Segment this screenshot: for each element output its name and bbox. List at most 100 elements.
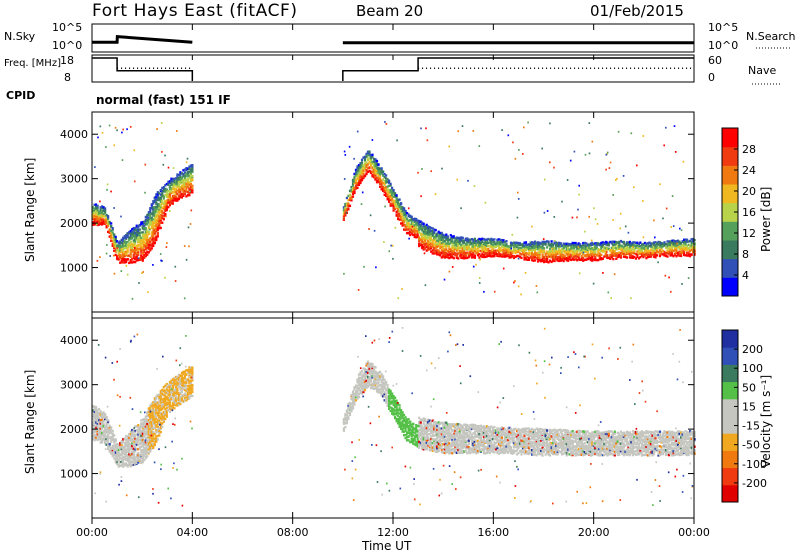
heat-cell bbox=[542, 253, 544, 255]
heat-noise bbox=[552, 248, 554, 250]
heat-noise bbox=[113, 144, 115, 146]
heat-noise bbox=[398, 297, 400, 299]
heat-cell bbox=[448, 246, 450, 248]
heat-noise bbox=[161, 151, 163, 153]
heat-noise bbox=[537, 292, 539, 294]
heat-cell bbox=[371, 154, 373, 156]
heat-noise bbox=[134, 181, 136, 183]
heat-noise bbox=[662, 218, 664, 220]
heat-noise bbox=[578, 194, 580, 196]
heat-cell bbox=[142, 461, 144, 463]
heat-cell bbox=[191, 388, 193, 390]
heat-noise bbox=[106, 253, 108, 255]
heat-noise bbox=[175, 280, 177, 282]
heat-noise bbox=[99, 256, 101, 258]
heat-noise bbox=[460, 207, 462, 209]
power-ylabel: Slant Range [km] bbox=[23, 158, 37, 262]
heat-noise bbox=[574, 151, 576, 153]
heat-cell bbox=[106, 424, 108, 426]
colorbar-swatch bbox=[722, 147, 738, 166]
heat-noise bbox=[144, 192, 146, 194]
noise-series bbox=[92, 37, 694, 43]
heat-noise bbox=[632, 246, 634, 248]
heat-cell bbox=[385, 381, 387, 383]
heat-noise bbox=[395, 227, 397, 229]
heat-noise bbox=[610, 297, 612, 299]
heat-cell bbox=[191, 185, 193, 187]
heat-cell bbox=[118, 451, 120, 453]
heat-noise bbox=[374, 230, 376, 232]
heat-cell bbox=[438, 249, 440, 251]
heat-cell bbox=[453, 235, 455, 237]
heat-noise bbox=[168, 167, 170, 169]
heat-noise bbox=[430, 170, 432, 172]
heat-noise bbox=[163, 164, 165, 166]
heat-cell bbox=[349, 205, 351, 207]
heat-noise bbox=[643, 135, 645, 137]
heat-noise bbox=[99, 201, 101, 203]
heat-cell bbox=[139, 234, 141, 236]
heat-noise bbox=[456, 179, 458, 181]
heat-noise bbox=[473, 266, 475, 268]
heat-cell bbox=[400, 409, 402, 411]
heat-noise bbox=[479, 282, 481, 284]
heat-noise bbox=[593, 207, 595, 209]
heat-cell bbox=[161, 426, 163, 428]
heat-noise bbox=[625, 226, 627, 228]
heat-cell bbox=[352, 405, 354, 407]
heat-cell bbox=[169, 402, 171, 404]
heat-noise bbox=[134, 247, 136, 249]
heat-noise bbox=[536, 285, 538, 287]
heat-cell bbox=[184, 192, 186, 194]
heat-noise bbox=[452, 266, 454, 268]
heat-noise bbox=[672, 195, 674, 197]
heat-cell bbox=[393, 189, 395, 191]
heat-cell bbox=[381, 373, 383, 375]
heat-noise bbox=[164, 155, 166, 157]
heat-noise bbox=[107, 184, 109, 186]
heat-noise bbox=[127, 274, 129, 276]
heat-noise bbox=[636, 165, 638, 167]
heat-noise bbox=[166, 242, 168, 244]
heat-cell bbox=[134, 243, 136, 245]
heat-noise bbox=[549, 123, 551, 125]
heat-noise bbox=[522, 153, 524, 155]
heat-cell bbox=[157, 232, 159, 234]
heat-noise bbox=[383, 241, 385, 243]
heat-noise bbox=[113, 207, 115, 209]
heat-noise bbox=[670, 226, 672, 228]
heat-cell bbox=[191, 391, 193, 393]
heat-noise bbox=[175, 196, 177, 198]
heat-noise bbox=[99, 215, 101, 217]
heat-noise bbox=[344, 178, 346, 180]
heat-noise bbox=[462, 125, 464, 127]
heat-noise bbox=[386, 123, 388, 125]
heat-cell bbox=[130, 256, 132, 258]
noise-panel: N.Sky 10^5 10^0 10^5 10^0 N.Search bbox=[4, 21, 796, 52]
heat-noise bbox=[425, 284, 427, 286]
heat-cell bbox=[166, 414, 168, 416]
heat-noise bbox=[675, 151, 677, 153]
heat-cell bbox=[112, 452, 114, 454]
heat-noise bbox=[100, 126, 102, 128]
heat-noise bbox=[132, 298, 134, 300]
heat-noise bbox=[384, 206, 386, 208]
power-panel-frame bbox=[92, 112, 694, 312]
heat-noise bbox=[132, 228, 134, 230]
heat-noise bbox=[113, 255, 115, 257]
heat-cell bbox=[426, 447, 428, 449]
heat-noise bbox=[372, 139, 374, 141]
heat-cell bbox=[563, 260, 565, 262]
heat-cell bbox=[505, 240, 507, 242]
heat-noise bbox=[666, 208, 668, 210]
heat-cell bbox=[368, 150, 370, 152]
heat-cell bbox=[433, 231, 435, 233]
heat-cell bbox=[394, 397, 396, 399]
heat-cell bbox=[364, 389, 366, 391]
heat-cell bbox=[352, 391, 354, 393]
heat-noise bbox=[589, 153, 591, 155]
frequency-line-0-1 bbox=[343, 58, 694, 81]
